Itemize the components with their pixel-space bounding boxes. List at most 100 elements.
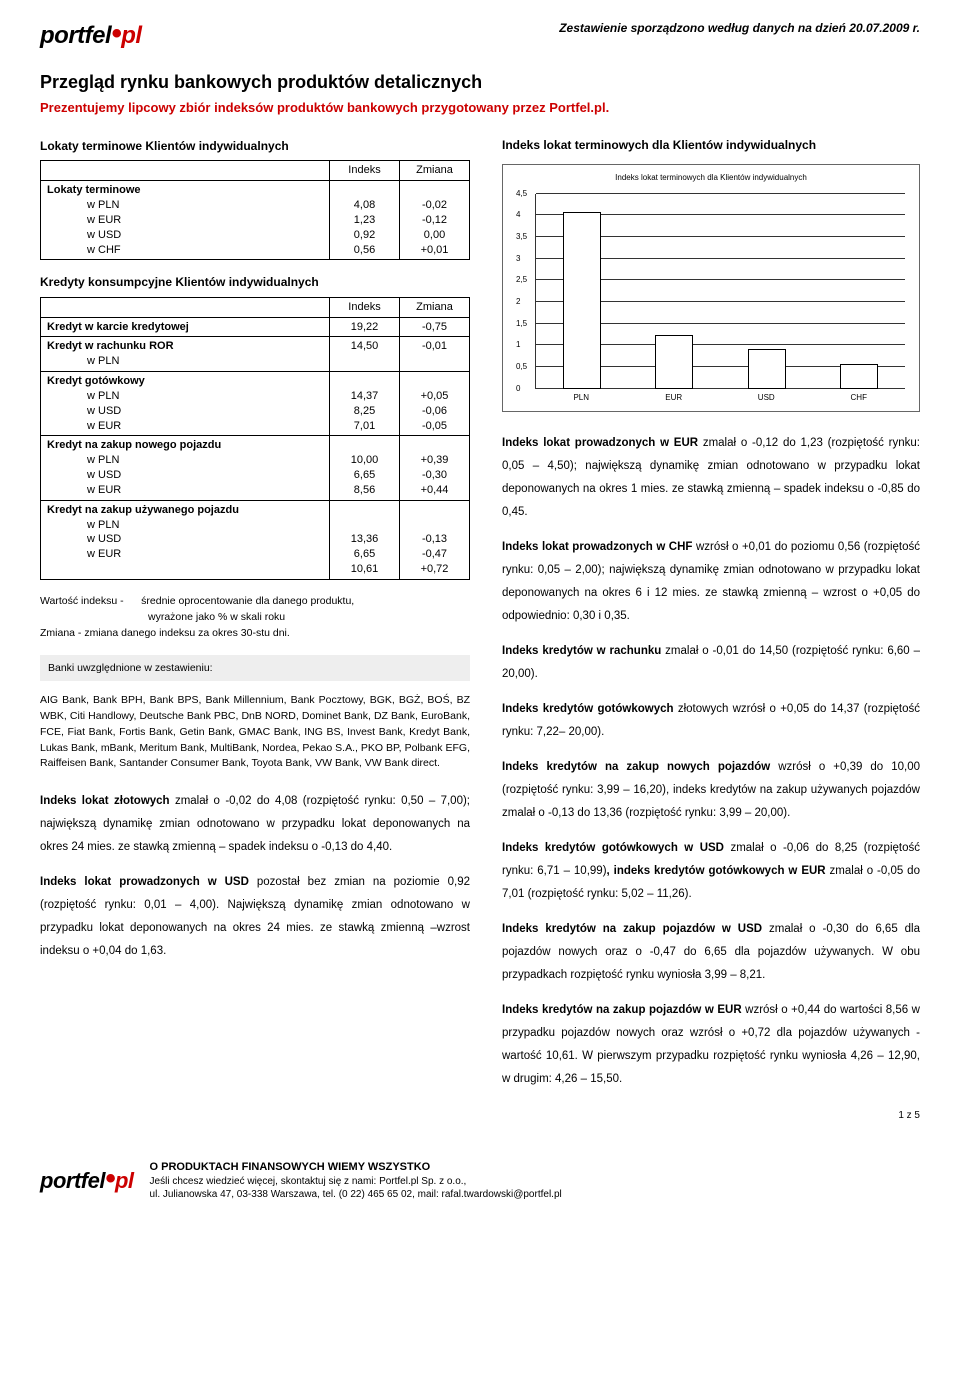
table-row: Lokaty terminowe w PLN w EUR w USD w CHF… bbox=[41, 181, 470, 260]
th-zmiana: Zmiana bbox=[400, 161, 470, 181]
indeks-cell: 4,08 1,23 0,92 0,56 bbox=[330, 181, 400, 260]
val: -0,02 bbox=[422, 199, 447, 211]
logo-text-1: portfel bbox=[40, 1168, 105, 1193]
footer-logo: portfel•pl bbox=[40, 1166, 134, 1196]
chart-xtick-label: USD bbox=[758, 393, 775, 404]
val: 0,56 bbox=[354, 244, 375, 256]
chart-bar bbox=[563, 212, 601, 389]
chart-ytick-label: 1 bbox=[516, 340, 520, 351]
page-footer: portfel•pl O PRODUKTACH FINANSOWYCH WIEM… bbox=[40, 1152, 920, 1202]
note-l1b: średnie oprocentowanie dla danego produk… bbox=[141, 595, 354, 607]
chart-xtick-label: PLN bbox=[573, 393, 589, 404]
zmiana-cell: -0,02 -0,12 0,00 +0,01 bbox=[400, 181, 470, 260]
body-paragraph: Indeks lokat prowadzonych w CHF wzrósł o… bbox=[502, 536, 920, 628]
body-paragraph: Indeks lokat prowadzonych w USD pozostał… bbox=[40, 871, 470, 963]
row-label-cell: Kredyt na zakup używanego pojazdu w PLN … bbox=[41, 500, 330, 579]
row-label: Kredyt gotówkowy bbox=[47, 375, 145, 387]
logo-text-1: portfel bbox=[40, 22, 111, 49]
page-title: Przegląd rynku bankowych produktów detal… bbox=[40, 70, 920, 94]
page-header: portfel•pl Zestawienie sporządzono wedłu… bbox=[40, 20, 920, 52]
table-header-row: Indeks Zmiana bbox=[41, 297, 470, 317]
row-label: w USD bbox=[47, 228, 323, 243]
val: 14,50 bbox=[330, 337, 400, 372]
note-l2: wyrażone jako % w skali roku bbox=[40, 610, 285, 626]
row-label-cell: Kredyt w rachunku ROR w PLN bbox=[41, 337, 330, 372]
body-paragraph: Indeks kredytów gotówkowych w USD zmalał… bbox=[502, 837, 920, 906]
row-label: Kredyt w rachunku ROR bbox=[47, 340, 174, 352]
footer-line2: ul. Julianowska 47, 03-338 Warszawa, tel… bbox=[150, 1188, 562, 1202]
row-label-cell: Kredyt na zakup nowego pojazdu w PLN w U… bbox=[41, 436, 330, 500]
chart-bar bbox=[655, 335, 693, 388]
body-paragraph: Indeks kredytów na zakup pojazdów w EUR … bbox=[502, 999, 920, 1091]
v: 13,36 6,65 10,61 bbox=[351, 533, 379, 575]
footer-text: O PRODUKTACH FINANSOWYCH WIEMY WSZYSTKO … bbox=[150, 1160, 562, 1202]
val: +0,39 -0,30 +0,44 bbox=[400, 436, 470, 500]
th-blank bbox=[41, 297, 330, 317]
row-label: w EUR bbox=[47, 213, 323, 228]
v: +0,39 -0,30 +0,44 bbox=[421, 454, 449, 496]
th-indeks: Indeks bbox=[330, 297, 400, 317]
chart-ytick-label: 2 bbox=[516, 297, 520, 308]
chart-bar bbox=[840, 364, 878, 388]
body-paragraph: Indeks lokat złotowych zmalał o -0,02 do… bbox=[40, 790, 470, 859]
bar-chart: Indeks lokat terminowych dla Klientów in… bbox=[502, 164, 920, 412]
table-row: Kredyt na zakup nowego pojazdu w PLN w U… bbox=[41, 436, 470, 500]
body-paragraph: Indeks kredytów na zakup nowych pojazdów… bbox=[502, 756, 920, 825]
footer-title: O PRODUKTACH FINANSOWYCH WIEMY WSZYSTKO bbox=[150, 1160, 562, 1175]
body-paragraph: Indeks kredytów gotówkowych złotowych wz… bbox=[502, 698, 920, 744]
chart-gridline: 4,5 bbox=[536, 193, 905, 194]
logo-dot-icon: • bbox=[111, 17, 121, 50]
left-paragraphs: Indeks lokat złotowych zmalał o -0,02 do… bbox=[40, 790, 470, 963]
row-sub: w PLN bbox=[47, 354, 323, 369]
val: -0,75 bbox=[400, 317, 470, 337]
row-sub: w PLN w USD w EUR bbox=[47, 453, 323, 498]
date-note: Zestawienie sporządzono według danych na… bbox=[559, 20, 920, 36]
chart-xtick-label: CHF bbox=[851, 393, 867, 404]
val: 14,37 8,25 7,01 bbox=[330, 372, 400, 436]
val: 4,08 bbox=[354, 199, 375, 211]
val: 0,00 bbox=[424, 229, 445, 241]
footer-line1: Jeśli chcesz wiedzieć więcej, skontaktuj… bbox=[150, 1175, 562, 1189]
body-paragraph: Indeks kredytów na zakup pojazdów w USD … bbox=[502, 918, 920, 987]
table-row: Kredyt gotówkowy w PLN w USD w EUR 14,37… bbox=[41, 372, 470, 436]
group-cell: Lokaty terminowe w PLN w EUR w USD w CHF bbox=[41, 181, 330, 260]
row-label: w PLN bbox=[47, 198, 323, 213]
th-zmiana: Zmiana bbox=[400, 297, 470, 317]
note-l3: Zmiana - zmiana danego indeksu za okres … bbox=[40, 627, 290, 639]
note-l1: Wartość indeksu - bbox=[40, 595, 124, 607]
row-label: Kredyt w karcie kredytowej bbox=[41, 317, 330, 337]
row-label-cell: Kredyt gotówkowy w PLN w USD w EUR bbox=[41, 372, 330, 436]
chart-plot-area: 00,511,522,533,544,5 bbox=[535, 194, 905, 389]
table-row: Kredyt w rachunku ROR w PLN 14,50 -0,01 bbox=[41, 337, 470, 372]
chart-xtick-label: EUR bbox=[665, 393, 682, 404]
chart-ytick-label: 2,5 bbox=[516, 275, 527, 286]
chart-inner-title: Indeks lokat terminowych dla Klientów in… bbox=[517, 173, 905, 184]
th-blank bbox=[41, 161, 330, 181]
val: +0,01 bbox=[421, 244, 449, 256]
val: -0,12 bbox=[422, 214, 447, 226]
chart-ytick-label: 3 bbox=[516, 254, 520, 265]
table-header-row: Indeks Zmiana bbox=[41, 161, 470, 181]
table1-title: Lokaty terminowe Klientów indywidualnych bbox=[40, 138, 470, 154]
chart-xaxis: PLN EUR USD CHF bbox=[535, 389, 905, 405]
body-paragraph: Indeks kredytów w rachunku zmalał o -0,0… bbox=[502, 640, 920, 686]
logo: portfel•pl bbox=[40, 20, 142, 52]
left-column: Lokaty terminowe Klientów indywidualnych… bbox=[40, 138, 470, 1102]
right-column: Indeks lokat terminowych dla Klientów in… bbox=[502, 138, 920, 1102]
val: 19,22 bbox=[330, 317, 400, 337]
val: 1,23 bbox=[354, 214, 375, 226]
right-paragraphs: Indeks lokat prowadzonych w EUR zmalał o… bbox=[502, 432, 920, 1091]
val: -0,13 -0,47 +0,72 bbox=[400, 500, 470, 579]
chart-ytick-label: 0 bbox=[516, 384, 520, 395]
row-label: Kredyt na zakup nowego pojazdu bbox=[47, 439, 221, 451]
table-kredyty: Indeks Zmiana Kredyt w karcie kredytowej… bbox=[40, 297, 470, 580]
chart-section-title: Indeks lokat terminowych dla Klientów in… bbox=[502, 138, 920, 154]
v: +0,05 -0,06 -0,05 bbox=[421, 390, 449, 432]
table-lokaty: Indeks Zmiana Lokaty terminowe w PLN w E… bbox=[40, 160, 470, 260]
logo-dot-icon: • bbox=[105, 1162, 115, 1195]
chart-ytick-label: 1,5 bbox=[516, 319, 527, 330]
row-sub: w PLN w USD w EUR bbox=[47, 518, 323, 563]
banks-list: AIG Bank, Bank BPH, Bank BPS, Bank Mille… bbox=[40, 693, 470, 772]
banks-box: Banki uwzględnione w zestawieniu: bbox=[40, 655, 470, 681]
val: -0,01 bbox=[400, 337, 470, 372]
